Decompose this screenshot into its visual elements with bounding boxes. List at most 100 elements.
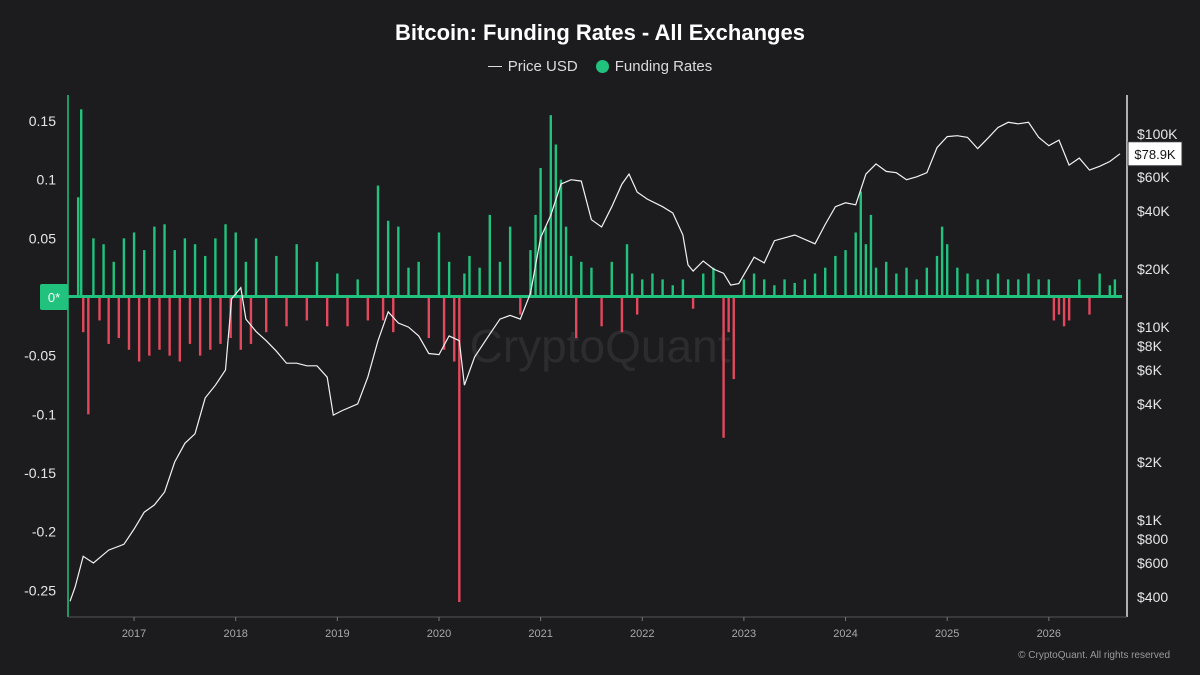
funding-bar xyxy=(752,273,756,297)
legend-item-price[interactable]: Price USD xyxy=(487,58,578,75)
funding-bar xyxy=(1108,285,1112,297)
funding-bar xyxy=(986,279,990,297)
zero-badge-label: 0* xyxy=(48,290,60,305)
funding-bar xyxy=(153,226,156,297)
funding-bar xyxy=(976,279,979,297)
legend-line-icon xyxy=(487,66,502,67)
x-tick-label: 2019 xyxy=(325,628,349,640)
funding-bar xyxy=(630,273,634,297)
y-left-tick-label: 0.05 xyxy=(29,230,56,246)
funding-bar xyxy=(727,297,730,333)
price-line-group xyxy=(69,121,1121,602)
legend-item-funding[interactable]: Funding Rates xyxy=(595,58,712,75)
funding-bar xyxy=(376,185,380,297)
funding-bar xyxy=(168,297,171,356)
funding-bar xyxy=(1027,273,1030,297)
funding-bar xyxy=(143,250,146,297)
funding-bar xyxy=(935,255,939,297)
y-right-tick-label: $400 xyxy=(1137,589,1168,605)
funding-bar xyxy=(1052,297,1056,321)
funding-bar xyxy=(98,297,101,321)
funding-bar xyxy=(392,297,395,333)
funding-bar xyxy=(107,297,110,344)
funding-bar xyxy=(945,244,949,297)
funding-bar xyxy=(549,115,552,297)
legend-dot-icon xyxy=(595,60,609,73)
funding-bar xyxy=(285,297,288,327)
funding-bar xyxy=(651,273,654,297)
funding-bars xyxy=(68,109,1122,602)
funding-bar xyxy=(87,297,90,415)
y-right-tick-label: $600 xyxy=(1137,555,1168,571)
funding-bar xyxy=(1113,279,1117,297)
funding-bar xyxy=(132,232,136,297)
funding-bar xyxy=(671,285,674,297)
price-line xyxy=(69,121,1121,602)
funding-bar xyxy=(82,297,85,333)
watermark: CryptoQuant xyxy=(470,320,731,372)
funding-bar xyxy=(305,297,309,321)
funding-bar xyxy=(76,197,80,297)
funding-bar xyxy=(905,267,908,297)
funding-bar xyxy=(610,261,613,297)
funding-bar xyxy=(209,297,212,350)
funding-bar xyxy=(854,232,857,297)
funding-bar xyxy=(366,297,370,321)
funding-bar xyxy=(813,273,817,297)
funding-bar xyxy=(275,255,278,297)
funding-bar xyxy=(442,297,446,350)
y-right-tick-label: $60K xyxy=(1137,169,1170,185)
funding-bar xyxy=(869,214,873,297)
x-tick-label: 2022 xyxy=(630,628,654,640)
funding-bar xyxy=(534,214,537,297)
funding-bar xyxy=(641,279,644,297)
funding-bar xyxy=(112,261,115,297)
funding-bar xyxy=(635,297,639,315)
funding-bar xyxy=(966,273,969,297)
y-right-tick-label: $1K xyxy=(1137,512,1163,528)
funding-bar xyxy=(453,297,456,362)
x-tick-label: 2025 xyxy=(935,628,959,640)
funding-bar xyxy=(844,250,847,297)
funding-bar xyxy=(346,297,349,327)
x-tick-label: 2018 xyxy=(223,628,247,640)
funding-bar xyxy=(574,297,578,339)
funding-bar xyxy=(712,267,715,297)
funding-bar xyxy=(763,279,766,297)
funding-bar xyxy=(229,297,232,339)
funding-bar xyxy=(224,224,227,297)
funding-bar xyxy=(1062,297,1066,327)
funding-bar xyxy=(437,232,441,297)
y-right-tick-label: $8K xyxy=(1137,338,1163,354)
funding-bar xyxy=(864,244,868,297)
funding-bar xyxy=(544,226,547,297)
funding-bar xyxy=(158,297,161,350)
funding-bar xyxy=(193,244,197,297)
funding-bar xyxy=(834,255,837,297)
y-right-tick-label: $6K xyxy=(1137,362,1163,378)
funding-bar xyxy=(824,267,827,297)
funding-bar xyxy=(519,297,522,315)
funding-bar xyxy=(702,273,705,297)
funding-bar xyxy=(895,273,898,297)
y-left-tick-label: -0.2 xyxy=(32,524,56,540)
funding-bar xyxy=(564,226,568,297)
funding-bar xyxy=(478,267,481,297)
x-tick-label: 2024 xyxy=(833,628,857,640)
funding-bar xyxy=(239,297,242,350)
current-price-label: $78.9K xyxy=(1134,147,1176,162)
y-right-tick-label: $4K xyxy=(1137,396,1163,412)
funding-bar xyxy=(198,297,202,356)
funding-bar xyxy=(468,255,471,297)
funding-bar xyxy=(1057,297,1061,315)
y-left-tick-label: -0.15 xyxy=(24,465,56,481)
funding-bar xyxy=(554,144,558,297)
funding-bar xyxy=(1078,279,1081,297)
x-tick-label: 2020 xyxy=(427,628,451,640)
y-left-tick-label: 0.1 xyxy=(37,172,57,188)
funding-bar xyxy=(559,179,563,297)
x-tick-label: 2021 xyxy=(528,628,552,640)
funding-bar xyxy=(1006,279,1010,297)
funding-bar xyxy=(336,273,339,297)
